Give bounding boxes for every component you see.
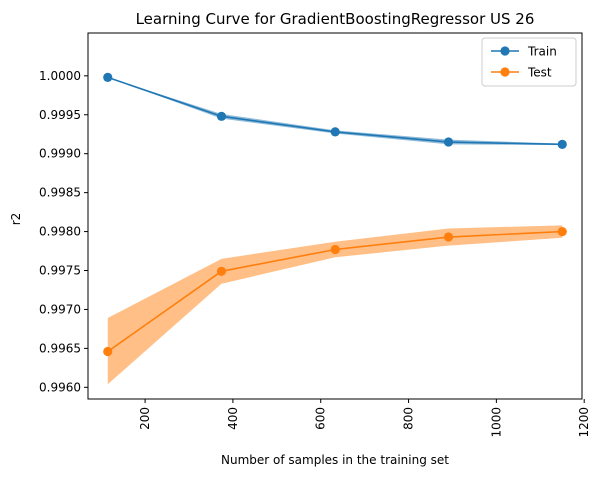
test-confidence-band bbox=[107, 225, 563, 385]
legend-train-marker bbox=[500, 46, 510, 56]
train-point bbox=[216, 111, 227, 121]
y-tick-label: 0.9960 bbox=[39, 380, 81, 394]
series-markers bbox=[103, 72, 567, 357]
chart-title: Learning Curve for GradientBoostingRegre… bbox=[136, 10, 535, 28]
axes: 0.9960 0.9965 0.9970 0.9975 0.9980 0.9985 0.99… bbox=[39, 32, 591, 438]
x-tick-label: 400 bbox=[226, 407, 240, 430]
y-tick-label: 1.0000 bbox=[39, 69, 81, 83]
legend-test-label: Test bbox=[527, 66, 552, 80]
train-point bbox=[330, 127, 340, 137]
x-tick-label: 1000 bbox=[489, 407, 503, 438]
x-axis-label: Number of samples in the training set bbox=[221, 453, 449, 467]
y-tick-label: 0.9990 bbox=[39, 147, 81, 161]
y-tick-label: 0.9985 bbox=[39, 186, 81, 200]
plot-frame bbox=[87, 32, 583, 400]
test-point bbox=[103, 346, 113, 357]
test-point bbox=[216, 266, 227, 276]
y-tick-label: 0.9975 bbox=[39, 264, 81, 278]
test-point bbox=[443, 232, 454, 242]
train-point bbox=[557, 139, 567, 149]
test-point bbox=[557, 226, 567, 237]
test-point bbox=[330, 244, 340, 255]
confidence-bands bbox=[107, 77, 563, 385]
y-axis-label: r2 bbox=[9, 213, 23, 226]
legend-train-label: Train bbox=[527, 45, 557, 59]
y-tick-label: 0.9980 bbox=[39, 225, 81, 239]
x-tick-label: 1200 bbox=[577, 407, 591, 438]
train-point bbox=[443, 137, 454, 147]
x-tick-label: 800 bbox=[402, 407, 416, 430]
y-tick-label: 0.9970 bbox=[39, 302, 81, 316]
x-tick-label: 200 bbox=[138, 407, 152, 430]
x-tick-label: 600 bbox=[314, 407, 328, 430]
train-point bbox=[103, 72, 113, 82]
legend-test-marker bbox=[500, 67, 510, 77]
y-tick-label: 0.9965 bbox=[39, 341, 81, 355]
legend[interactable]: Train Test bbox=[481, 37, 577, 87]
y-tick-label: 0.9995 bbox=[39, 108, 81, 122]
